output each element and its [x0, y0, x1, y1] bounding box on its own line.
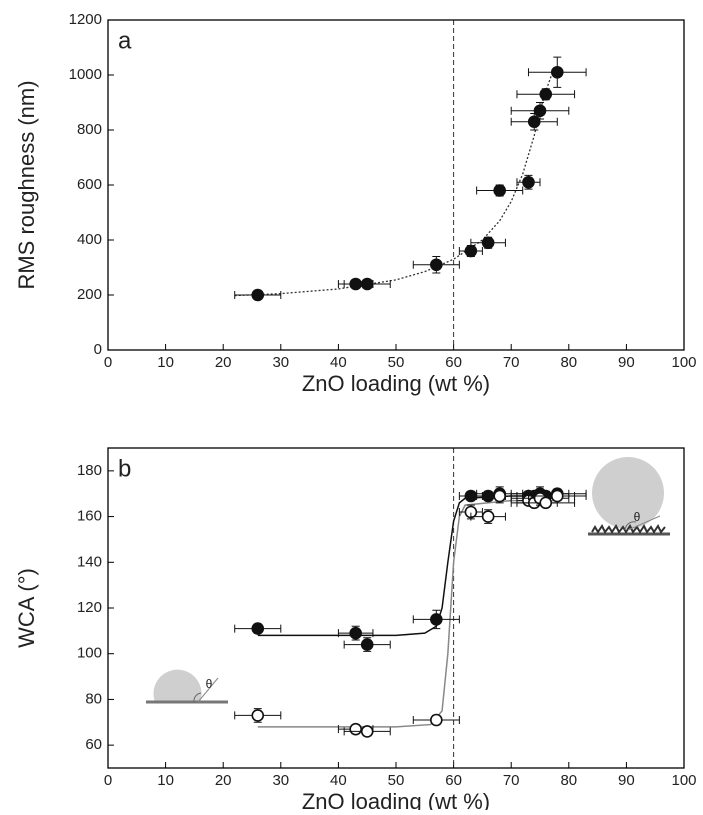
data-point [493, 489, 506, 503]
data-point [349, 722, 362, 736]
fit-curve [257, 495, 558, 637]
y-tick-label: 1000 [69, 66, 102, 83]
x-axis-label: ZnO loading (wt %) [302, 371, 490, 396]
x-tick-label: 90 [618, 354, 635, 371]
x-axis-label: ZnO loading (wt %) [302, 789, 490, 810]
y-tick-label: 800 [77, 121, 102, 138]
data-point [539, 496, 553, 510]
x-tick-label: 80 [560, 354, 577, 371]
data-point [481, 236, 495, 250]
data-point [550, 65, 564, 79]
y-axis-label: WCA (°) [14, 568, 39, 648]
x-tick-label: 80 [560, 772, 577, 789]
x-tick-label: 60 [445, 354, 462, 371]
data-point [430, 613, 443, 626]
data-point [430, 258, 443, 272]
fit-curve [234, 74, 553, 297]
x-tick-label: 90 [618, 772, 635, 789]
x-tick-label: 30 [272, 772, 289, 789]
plot-frame [107, 447, 685, 769]
y-tick-label: 400 [77, 231, 102, 248]
y-tick-label: 160 [77, 508, 102, 525]
y-tick-label: 200 [77, 286, 102, 303]
y-axis-label: RMS roughness (nm) [14, 80, 39, 289]
x-tick-label: 40 [330, 772, 347, 789]
data-point [527, 115, 541, 129]
y-tick-label: 60 [85, 736, 102, 753]
data-point [533, 104, 547, 118]
data-point [360, 277, 374, 291]
y-tick-label: 80 [85, 690, 102, 707]
data-point [349, 626, 362, 640]
x-tick-label: 10 [157, 772, 174, 789]
y-tick-label: 120 [77, 599, 102, 616]
data-point [251, 288, 265, 302]
data-point [430, 713, 443, 727]
x-tick-label: 40 [330, 354, 347, 371]
data-point [251, 622, 265, 635]
annotation: θ [206, 677, 213, 691]
data-point [360, 638, 374, 651]
panel-label: a [118, 27, 132, 54]
y-tick-label: 180 [77, 462, 102, 479]
y-tick-label: 1200 [69, 11, 102, 28]
panel-label: b [118, 455, 131, 482]
data-point [360, 725, 374, 738]
data-point [481, 510, 495, 523]
x-tick-label: 70 [503, 772, 520, 789]
y-tick-label: 100 [77, 645, 102, 662]
y-tick-label: 140 [77, 553, 102, 570]
data-point [251, 709, 265, 722]
x-tick-label: 20 [215, 354, 232, 371]
data-point [539, 87, 553, 101]
x-tick-label: 30 [272, 354, 289, 371]
x-tick-label: 100 [671, 772, 696, 789]
x-tick-label: 0 [104, 354, 112, 371]
x-tick-label: 60 [445, 772, 462, 789]
y-tick-label: 600 [77, 176, 102, 193]
droplet-inset-hydrophobic [588, 457, 670, 536]
x-tick-label: 50 [388, 772, 405, 789]
x-tick-label: 100 [671, 354, 696, 371]
y-tick-label: 0 [94, 341, 102, 358]
fit-curve [257, 499, 558, 728]
data-point [522, 175, 535, 189]
x-tick-label: 50 [388, 354, 405, 371]
x-tick-label: 10 [157, 354, 174, 371]
x-tick-label: 70 [503, 354, 520, 371]
data-point [464, 244, 478, 258]
data-point [550, 489, 564, 503]
annotation: θ [634, 510, 641, 524]
plot-frame [107, 19, 685, 351]
x-tick-label: 20 [215, 772, 232, 789]
droplet-inset-hydrophilic [146, 669, 228, 704]
x-tick-label: 0 [104, 772, 112, 789]
data-point [493, 184, 506, 197]
